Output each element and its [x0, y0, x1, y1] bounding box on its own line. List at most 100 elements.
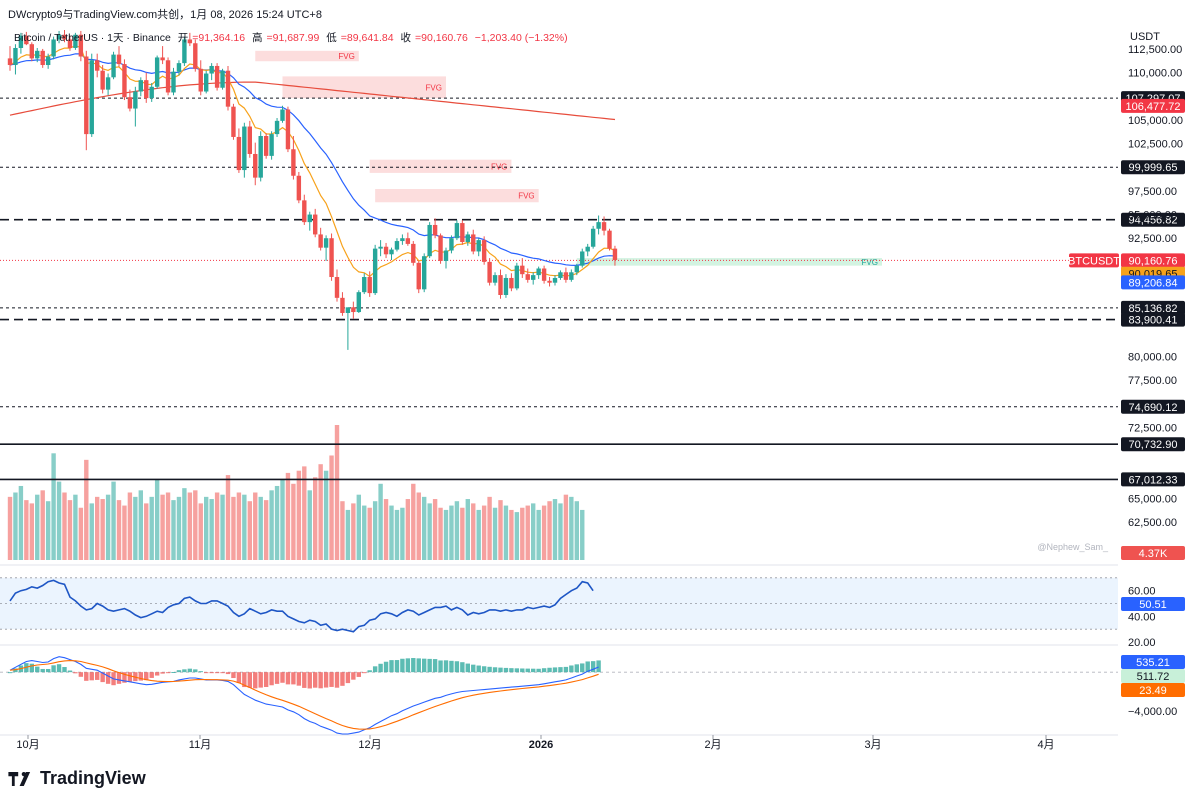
macd-histogram-bar — [476, 665, 481, 673]
candle-body — [247, 126, 252, 154]
macd-histogram-bar — [454, 661, 460, 673]
candle-body — [574, 265, 579, 273]
candle-body — [214, 65, 220, 88]
candle-body — [422, 256, 427, 290]
candle-body — [258, 136, 263, 178]
rsi-axis-tick: 20.00 — [1128, 637, 1156, 649]
macd-histogram-bar — [116, 672, 122, 684]
price-level-label: 67,012.33 — [1129, 474, 1178, 486]
volume-bar — [263, 500, 269, 560]
time-axis-tick: 12月 — [358, 739, 381, 751]
macd-histogram-bar — [95, 672, 100, 680]
candle-body — [580, 251, 585, 266]
volume-bar — [231, 496, 236, 560]
volume-bar — [78, 507, 84, 560]
candle-body — [253, 153, 258, 178]
volume-bar — [258, 496, 263, 560]
volume-bar — [302, 466, 307, 560]
volume-bar — [465, 499, 470, 560]
volume-bar — [165, 492, 171, 560]
volume-bar — [253, 492, 258, 560]
candle-body — [541, 268, 547, 281]
candle-body — [56, 34, 62, 40]
candle-body — [411, 243, 416, 263]
macd-histogram-bar — [449, 660, 454, 673]
volume-bar — [160, 494, 165, 560]
volume-bar — [133, 496, 138, 560]
volume-bar — [427, 503, 432, 560]
volume-bar — [51, 453, 56, 560]
volume-bar — [154, 479, 160, 560]
candle-body — [405, 238, 411, 244]
fvg-label: FVG — [338, 52, 354, 61]
volume-bar — [13, 492, 18, 560]
volume-bar — [242, 494, 247, 560]
macd-histogram-bar — [345, 672, 351, 684]
volume-bar — [476, 509, 481, 560]
ema-fast-line — [9, 44, 616, 278]
volume-bar — [214, 492, 220, 560]
candle-body — [209, 65, 214, 74]
candle-body — [285, 109, 291, 150]
candle-body — [498, 275, 503, 295]
time-axis-tick: 2026 — [529, 739, 553, 751]
volume-bar — [449, 505, 454, 560]
macd-histogram-bar — [394, 660, 400, 673]
macd-histogram-bar — [302, 672, 307, 688]
macd-histogram-bar — [389, 660, 394, 673]
volume-bar — [318, 464, 323, 560]
symbol-badge-bg — [1069, 253, 1119, 268]
volume-bar — [383, 499, 389, 560]
symbol-name[interactable]: Bitcoin / TetherUS · 1天 · Binance — [14, 32, 171, 44]
macd-histogram-bar — [236, 672, 242, 684]
macd-histogram-bar — [263, 672, 269, 687]
tradingview-logo[interactable]: TradingView — [8, 768, 146, 789]
macd-histogram-bar — [13, 668, 18, 673]
rsi-axis-tick: 40.00 — [1128, 611, 1156, 623]
candle-body — [171, 71, 176, 93]
price-axis-tick: 77,500.00 — [1128, 375, 1177, 387]
price-level-label: 83,900.41 — [1129, 315, 1178, 327]
fvg-label: FVG — [518, 192, 534, 201]
volume-bar — [558, 503, 563, 560]
candle-body — [35, 50, 40, 59]
candle-body — [465, 234, 470, 242]
volume-bar — [307, 490, 312, 560]
low-label: 低 — [326, 32, 337, 44]
volume-bar — [7, 496, 13, 560]
candle-body — [7, 58, 13, 66]
candle-body — [520, 265, 525, 275]
macd-histogram-bar — [45, 668, 51, 673]
volume-bar — [111, 481, 116, 560]
candle-body — [552, 277, 558, 283]
volume-bar — [182, 488, 187, 560]
price-level-label: 85,136.82 — [1129, 303, 1178, 315]
candle-body — [454, 223, 460, 239]
low-value: =89,641.84 — [340, 32, 394, 44]
macd-histogram-bar — [487, 666, 492, 673]
volume-bar — [56, 481, 62, 560]
volume-bar — [394, 509, 400, 560]
candle-body — [67, 39, 73, 48]
fvg-zone — [369, 159, 512, 173]
brand-name: TradingView — [40, 768, 146, 788]
candle-body — [547, 280, 552, 283]
candle-body — [476, 240, 481, 252]
ema-mid-badge: 89,206.84 — [1129, 277, 1178, 289]
volume-bar — [127, 492, 133, 560]
volume-bar — [541, 505, 547, 560]
macd-histogram-bar — [73, 672, 78, 674]
volume-bar — [269, 490, 274, 560]
volume-bar — [514, 512, 520, 560]
macd-hist-badge: 511.72 — [1137, 671, 1170, 683]
volume-bar — [367, 507, 372, 560]
price-level-label: 106,477.72 — [1125, 101, 1180, 113]
candle-body — [236, 136, 242, 171]
price-level-label-bg — [1121, 312, 1185, 327]
macd-histogram-bar — [416, 658, 421, 673]
price-level-label-bg — [1121, 399, 1185, 414]
volume-bar — [193, 490, 198, 560]
ema-mid-line — [9, 53, 616, 267]
macd-histogram-bar — [541, 668, 547, 673]
